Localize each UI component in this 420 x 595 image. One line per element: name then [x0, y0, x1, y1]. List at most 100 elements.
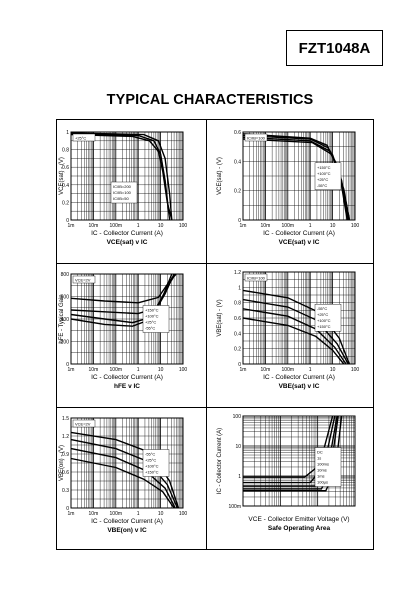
x-axis-label: IC - Collector Current (A) — [263, 374, 335, 381]
plot-frame — [70, 131, 184, 221]
y-tick-label: 0.3 — [62, 488, 69, 494]
x-tick-label: 10 — [158, 223, 164, 229]
y-tick-label: 100m — [228, 504, 241, 510]
x-tick-label: 10m — [261, 223, 271, 229]
chart-caption: VBE(on) v IC — [107, 527, 147, 534]
legend-entry: +150°C — [317, 324, 331, 329]
x-tick-label: 1m — [240, 223, 247, 229]
annotation-box — [72, 133, 96, 142]
series-line — [242, 138, 351, 221]
x-tick-label: 10m — [89, 223, 99, 229]
legend-box — [314, 304, 342, 332]
legend-entry: +150°C — [145, 470, 159, 475]
legend-entry: +100°C — [317, 318, 331, 323]
x-tick-label: 100 — [179, 223, 188, 229]
series-line — [70, 273, 177, 304]
plot-frame — [70, 417, 184, 509]
x-tick-label: 1 — [137, 223, 140, 229]
legend-entry: 100ms — [317, 462, 329, 467]
x-tick-label: 100m — [110, 223, 123, 229]
chart-hfe: 1m 10m 100m 1 10 100 0 200 400 600 800 IC - Collect… — [59, 272, 187, 390]
legend-box — [314, 447, 342, 487]
characteristics-grid: 1m 10m 100m 1 10 100 0 0.2 0.4 0.6 0.8 1 IC - Collec… — [56, 119, 374, 550]
chart-cell: 1m 10m 100m 1 10 100 0 0.2 0.4 0.6 0.8 1 1.2 IC - Col… — [207, 264, 373, 412]
y-tick-label: 0.4 — [234, 331, 241, 337]
x-tick-label: 10m — [89, 367, 99, 373]
legend-entry: IC/IB=100 — [113, 190, 132, 195]
x-tick-label: 10m — [261, 367, 271, 373]
x-axis-label: IC - Collector Current (A) — [91, 374, 163, 381]
annotation-text: +25°C — [75, 135, 86, 140]
x-tick-label: 1m — [68, 367, 75, 373]
legend-box — [142, 305, 170, 333]
x-axis-label: IC - Collector Current (A) — [263, 230, 335, 237]
chart-cell: 100m 1 10 100 VCE - Collector Emitter Voltag… — [207, 408, 373, 554]
legend-entry: +25°C — [317, 312, 328, 317]
x-axis-label: IC - Collector Current (A) — [91, 518, 163, 525]
y-tick-label: 200 — [61, 340, 70, 346]
legend-entry: +100°C — [317, 171, 331, 176]
x-tick-label: 1 — [137, 511, 140, 517]
legend-entry: +25°C — [317, 177, 328, 182]
series-line — [242, 134, 348, 221]
y-tick-label: 0.6 — [234, 130, 241, 136]
x-tick-label: 1m — [68, 223, 75, 229]
part-number-box: FZT1048A — [286, 30, 383, 66]
legend-entry: -55°C — [145, 452, 155, 457]
y-axis-label: VCE(sat) - (V) — [217, 157, 223, 195]
annotation-box — [72, 419, 96, 428]
series-line — [242, 136, 349, 221]
y-tick-label: 0 — [66, 218, 69, 224]
y-tick-label: 800 — [61, 272, 70, 278]
y-tick-label: 400 — [61, 317, 70, 323]
y-tick-label: 0.9 — [62, 452, 69, 458]
y-tick-label: 0.2 — [62, 200, 69, 206]
y-tick-label: 0.6 — [234, 316, 241, 322]
legend-entry: +150°C — [145, 308, 159, 313]
y-tick-label: 1 — [238, 285, 241, 291]
y-axis-label: hFE - Typical Gain — [59, 294, 65, 343]
chart-vce-sat-2: 1m 10m 100m 1 10 100 0 0.2 0.4 0.6 IC - Collector … — [217, 130, 359, 246]
annotation-text: VCE=2V — [75, 421, 91, 426]
legend-entry: 100µs — [317, 480, 328, 485]
legend-entry: 1ms — [317, 474, 325, 479]
chart-caption: VCE(sat) v IC — [279, 239, 320, 246]
series-line — [70, 457, 175, 509]
y-tick-label: 1 — [66, 130, 69, 136]
series-line — [70, 273, 175, 324]
chart-vbe-sat: 1m 10m 100m 1 10 100 0 0.2 0.4 0.6 0.8 1 1.2 IC - Col… — [217, 270, 359, 390]
legend-entry: -55°C — [317, 306, 327, 311]
y-tick-label: 0 — [238, 362, 241, 368]
chart-caption: VBE(sat) v IC — [279, 383, 320, 390]
x-tick-label: 100m — [110, 511, 123, 517]
x-axis-label: VCE - Collector Emitter Voltage (V) — [248, 516, 349, 523]
chart-caption: Safe Operating Area — [268, 525, 331, 532]
y-tick-label: 1.5 — [62, 416, 69, 422]
y-axis-label: VBE(on) - (V) — [59, 445, 65, 481]
legend-box — [142, 449, 170, 477]
legend-entry: -55°C — [145, 326, 155, 331]
y-tick-label: 0.6 — [62, 470, 69, 476]
x-tick-label: 10 — [158, 367, 164, 373]
y-tick-label: 600 — [61, 295, 70, 301]
chart-safe-operating-area: 100m 1 10 100 VCE - Collector Emitter Voltag… — [217, 414, 356, 532]
x-axis-label: IC - Collector Current (A) — [91, 230, 163, 237]
legend-entry: +150°C — [317, 165, 331, 170]
x-tick-label: 100m — [110, 367, 123, 373]
x-tick-label: 100m — [282, 223, 295, 229]
x-tick-label: 10 — [158, 511, 164, 517]
annotation-text: IC/IB=100 — [247, 135, 266, 140]
y-tick-label: 1.2 — [62, 434, 69, 440]
x-tick-label: 10 — [330, 223, 336, 229]
chart-cell: 1m 10m 100m 1 10 100 0 0.2 0.4 0.6 0.8 1 IC - Collec… — [57, 120, 206, 268]
plot-frame — [242, 415, 356, 507]
x-tick-label: 1 — [309, 367, 312, 373]
chart-vbe-on: 1m 10m 100m 1 10 100 0 0.3 0.6 0.9 1.2 1.5 IC - Coll… — [59, 416, 187, 534]
annotation-box — [244, 273, 268, 282]
chart-cell: 1m 10m 100m 1 10 100 0 0.2 0.4 0.6 IC - Collector … — [207, 120, 373, 268]
chart-caption: VCE(sat) v IC — [107, 239, 148, 246]
series-line — [242, 317, 345, 365]
chart-cell: 1m 10m 100m 1 10 100 0 200 400 600 800 IC - Collect… — [57, 264, 206, 412]
legend-entry: 1s — [317, 456, 321, 461]
page-title: TYPICAL CHARACTERISTICS — [106, 92, 314, 108]
